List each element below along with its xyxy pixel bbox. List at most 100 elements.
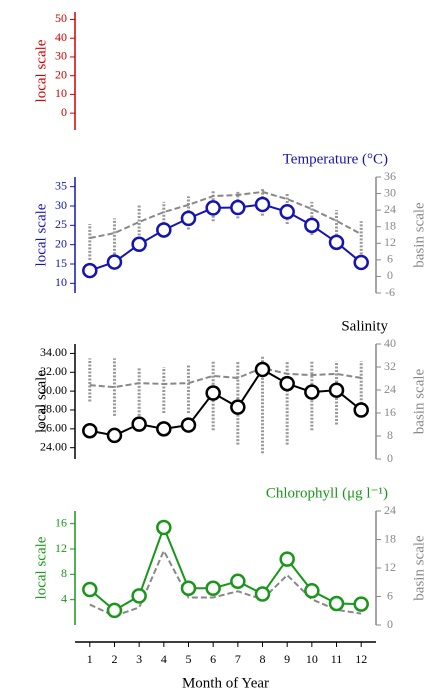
y-tick-label: 16 bbox=[55, 515, 67, 529]
panel-title: Chlorophyll (μg l⁻¹) bbox=[266, 485, 388, 501]
data-point bbox=[106, 254, 123, 270]
y-tick-label: 20 bbox=[55, 236, 67, 250]
y-tick-label: 12 bbox=[55, 541, 67, 555]
y-tick-label: 4 bbox=[61, 591, 67, 605]
x-tick-label: 11 bbox=[331, 652, 343, 666]
y2-tick-label: 30 bbox=[384, 185, 396, 199]
y-tick-label: 26.00 bbox=[40, 421, 67, 435]
data-point bbox=[205, 200, 221, 216]
y-tick-label: 35 bbox=[55, 178, 67, 192]
x-tick-label: 12 bbox=[355, 652, 367, 666]
y-axis-label: local scale bbox=[33, 370, 49, 433]
y2-tick-label: 18 bbox=[384, 218, 396, 232]
y-tick-label: 10 bbox=[55, 86, 67, 100]
y2-tick-label: 40 bbox=[384, 336, 396, 350]
y2-axis-label: basin scale bbox=[411, 202, 427, 268]
y-tick-label: 15 bbox=[55, 256, 67, 270]
data-point bbox=[353, 254, 369, 271]
y2-tick-label: 24 bbox=[384, 503, 396, 517]
panel-title: Salinity bbox=[341, 318, 388, 334]
data-point bbox=[205, 385, 221, 401]
y-axis-label: local scale bbox=[33, 536, 49, 599]
data-point bbox=[205, 580, 221, 597]
data-point bbox=[230, 399, 246, 415]
data-point bbox=[156, 519, 172, 536]
data-point bbox=[328, 382, 345, 398]
y-tick-label: 0 bbox=[61, 105, 67, 119]
y2-axis-label: basin scale bbox=[411, 368, 427, 434]
y-tick-label: 32.00 bbox=[40, 364, 67, 378]
local-line bbox=[89, 368, 362, 437]
data-point bbox=[180, 417, 197, 433]
data-point bbox=[254, 196, 271, 213]
y-tick-label: 25 bbox=[55, 217, 67, 231]
data-point bbox=[82, 262, 98, 279]
x-tick-label: 9 bbox=[284, 652, 290, 666]
y2-tick-label: -6 bbox=[385, 285, 395, 299]
y2-tick-label: 12 bbox=[384, 235, 396, 249]
data-point bbox=[304, 384, 320, 400]
x-tick-label: 5 bbox=[185, 652, 191, 666]
data-point bbox=[328, 595, 345, 612]
data-point bbox=[230, 199, 246, 216]
data-point bbox=[131, 588, 147, 604]
y-tick-label: 30 bbox=[55, 49, 67, 63]
y2-tick-label: 0 bbox=[387, 268, 393, 282]
basin-line bbox=[89, 366, 362, 389]
panel-title: Temperature (°C) bbox=[283, 151, 388, 167]
y2-tick-label: 24 bbox=[384, 202, 396, 216]
data-point bbox=[353, 402, 369, 418]
data-point bbox=[254, 586, 271, 602]
x-tick-label: 1 bbox=[87, 652, 93, 666]
y-axis-label: local scale bbox=[33, 39, 49, 102]
x-axis-label: Month of Year bbox=[182, 675, 269, 691]
basin-line bbox=[89, 190, 362, 240]
y2-tick-label: 12 bbox=[384, 560, 396, 574]
x-tick-label: 8 bbox=[260, 652, 266, 666]
x-tick-label: 2 bbox=[111, 652, 117, 666]
basin-line bbox=[89, 548, 362, 618]
data-point bbox=[82, 581, 98, 598]
y2-tick-label: 18 bbox=[384, 531, 396, 545]
y-tick-label: 24.00 bbox=[40, 439, 67, 453]
y2-tick-label: 16 bbox=[384, 405, 396, 419]
y-tick-label: 20 bbox=[55, 67, 67, 81]
data-point bbox=[304, 583, 320, 599]
y-tick-label: 34.00 bbox=[40, 345, 67, 359]
data-point bbox=[279, 204, 295, 220]
data-point bbox=[279, 551, 295, 567]
y2-tick-label: 8 bbox=[387, 428, 393, 442]
y-axis-label: local scale bbox=[33, 203, 49, 266]
x-tick-label: 10 bbox=[306, 652, 318, 666]
y-tick-label: 30 bbox=[55, 198, 67, 212]
data-point bbox=[304, 217, 320, 234]
data-point bbox=[106, 602, 123, 619]
data-point bbox=[82, 422, 98, 439]
x-tick-label: 6 bbox=[210, 652, 216, 666]
data-point bbox=[180, 580, 197, 597]
y2-tick-label: 6 bbox=[387, 252, 393, 266]
y-tick-label: 28.00 bbox=[40, 402, 67, 416]
x-tick-label: 3 bbox=[136, 652, 142, 666]
y2-tick-label: 36 bbox=[384, 169, 396, 183]
y-tick-label: 8 bbox=[61, 566, 67, 580]
y2-tick-label: 0 bbox=[387, 617, 393, 631]
data-point bbox=[279, 375, 295, 392]
data-point bbox=[106, 427, 123, 444]
data-point bbox=[131, 416, 147, 432]
y2-tick-label: 32 bbox=[384, 359, 396, 373]
x-tick-label: 4 bbox=[161, 652, 167, 666]
data-point bbox=[156, 222, 172, 238]
data-point bbox=[230, 573, 246, 590]
y2-tick-label: 24 bbox=[384, 382, 396, 396]
data-point bbox=[254, 361, 271, 378]
y-tick-label: 10 bbox=[55, 275, 67, 289]
data-point bbox=[180, 210, 197, 227]
data-point bbox=[328, 234, 345, 251]
y-tick-label: 50 bbox=[55, 11, 67, 25]
y-tick-label: 40 bbox=[55, 30, 67, 44]
data-point bbox=[131, 236, 147, 253]
y2-tick-label: 0 bbox=[387, 451, 393, 465]
